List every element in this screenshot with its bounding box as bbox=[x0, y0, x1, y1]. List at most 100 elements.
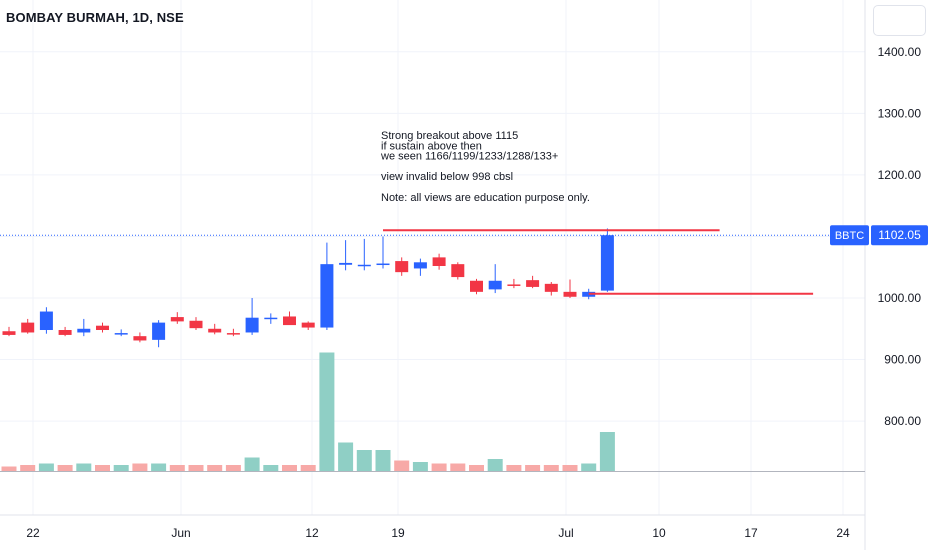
candle bbox=[96, 322, 109, 333]
candle bbox=[413, 258, 427, 276]
volume-bar bbox=[412, 462, 428, 471]
candle bbox=[170, 312, 184, 324]
candle-body bbox=[2, 331, 16, 335]
volume-bar bbox=[1, 466, 17, 471]
time-tick-label: 22 bbox=[26, 526, 40, 540]
candle bbox=[208, 323, 222, 335]
candle bbox=[114, 329, 128, 337]
volume-bar bbox=[562, 465, 578, 471]
candle bbox=[2, 326, 16, 337]
volume-bar bbox=[151, 463, 167, 471]
candle bbox=[301, 321, 315, 331]
volume-bar bbox=[469, 465, 484, 471]
volume-bar bbox=[263, 465, 279, 471]
trendlines[interactable] bbox=[0, 229, 865, 295]
candle bbox=[488, 264, 502, 294]
candle-body bbox=[39, 311, 53, 331]
time-tick-label: Jun bbox=[171, 526, 190, 540]
price-badge bbox=[871, 225, 928, 246]
volume-bar bbox=[300, 465, 316, 471]
candle bbox=[264, 313, 278, 324]
grid-lines bbox=[0, 0, 866, 550]
volume-bar bbox=[95, 465, 110, 471]
price-tick-label: 1400.00 bbox=[878, 45, 922, 59]
time-tick-label: 17 bbox=[744, 526, 758, 540]
symbol-title: BOMBAY BURMAH, 1D, NSE bbox=[6, 10, 184, 25]
candle bbox=[21, 318, 35, 334]
candle-body bbox=[245, 317, 259, 333]
ticker-badge bbox=[830, 225, 869, 246]
volume-bar bbox=[20, 465, 36, 471]
candle bbox=[563, 279, 577, 298]
candle bbox=[39, 307, 53, 334]
volume-bar bbox=[132, 463, 148, 471]
candle bbox=[283, 311, 296, 326]
volume-bar bbox=[169, 465, 185, 471]
time-tick-label: 24 bbox=[836, 526, 850, 540]
candle-body bbox=[320, 264, 334, 328]
volume-bar bbox=[225, 465, 241, 471]
volume-bar bbox=[375, 450, 391, 471]
candle bbox=[432, 253, 446, 270]
candle-body bbox=[600, 235, 614, 291]
annotation-line: view invalid below 998 cbsl bbox=[381, 171, 513, 183]
price-tick-label: 900.00 bbox=[884, 353, 921, 367]
volume-bar bbox=[207, 465, 223, 471]
price-tick-label: 1000.00 bbox=[878, 291, 922, 305]
candle-body bbox=[283, 316, 296, 326]
candle bbox=[320, 242, 334, 331]
candle-body bbox=[152, 322, 166, 340]
candle bbox=[526, 275, 540, 289]
chart-menu-button[interactable] bbox=[873, 5, 926, 36]
candle-body bbox=[226, 333, 240, 335]
annotation-line: if sustain above then bbox=[381, 140, 482, 152]
volume-bar bbox=[506, 465, 522, 471]
candle-body bbox=[189, 320, 203, 329]
candle-body bbox=[339, 262, 353, 265]
volume-bar bbox=[394, 460, 410, 471]
ticker-label: BBTC bbox=[835, 230, 864, 242]
candle-body bbox=[470, 280, 483, 292]
price-tick-label: 1200.00 bbox=[878, 168, 922, 182]
candle bbox=[152, 320, 166, 348]
candle-body bbox=[395, 261, 409, 273]
volume-bar bbox=[581, 463, 597, 471]
time-tick-label: 10 bbox=[652, 526, 666, 540]
price-axis[interactable]: 800.00900.001000.001100.001200.001300.00… bbox=[830, 45, 928, 428]
volume-bars bbox=[0, 352, 865, 472]
time-tick-label: Jul bbox=[558, 526, 573, 540]
time-axis[interactable]: 22 Jun 12 19 Jul 10 17 24 bbox=[26, 526, 850, 540]
volume-bar bbox=[188, 465, 204, 471]
candle bbox=[451, 262, 465, 280]
candle bbox=[245, 298, 259, 335]
candle-body bbox=[563, 291, 577, 297]
candle-body bbox=[170, 317, 184, 322]
volume-bar bbox=[431, 463, 447, 471]
volume-bar bbox=[282, 465, 297, 471]
candle-body bbox=[133, 336, 147, 341]
last-price-label: BBTC 1102.05 bbox=[830, 225, 928, 246]
candle bbox=[600, 228, 614, 292]
annotation-line: we seen 1166/1199/1233/1288/133+ bbox=[380, 151, 558, 163]
candle-body bbox=[58, 330, 72, 335]
volume-bar bbox=[38, 463, 54, 471]
candle-body bbox=[526, 280, 540, 287]
candle bbox=[357, 238, 371, 271]
time-tick-label: 12 bbox=[305, 526, 319, 540]
candle-body bbox=[376, 263, 390, 266]
candle bbox=[133, 332, 147, 343]
volume-bar bbox=[356, 450, 372, 471]
volume-bar bbox=[113, 465, 129, 471]
annotation-line: Note: all views are education purpose on… bbox=[381, 192, 590, 204]
candle-body bbox=[432, 257, 446, 266]
candlesticks bbox=[2, 228, 614, 348]
volume-bar bbox=[599, 432, 615, 471]
candle bbox=[58, 326, 72, 337]
candle bbox=[77, 318, 91, 337]
candle-body bbox=[357, 264, 371, 267]
candle-body bbox=[413, 262, 427, 269]
candle bbox=[395, 257, 409, 276]
